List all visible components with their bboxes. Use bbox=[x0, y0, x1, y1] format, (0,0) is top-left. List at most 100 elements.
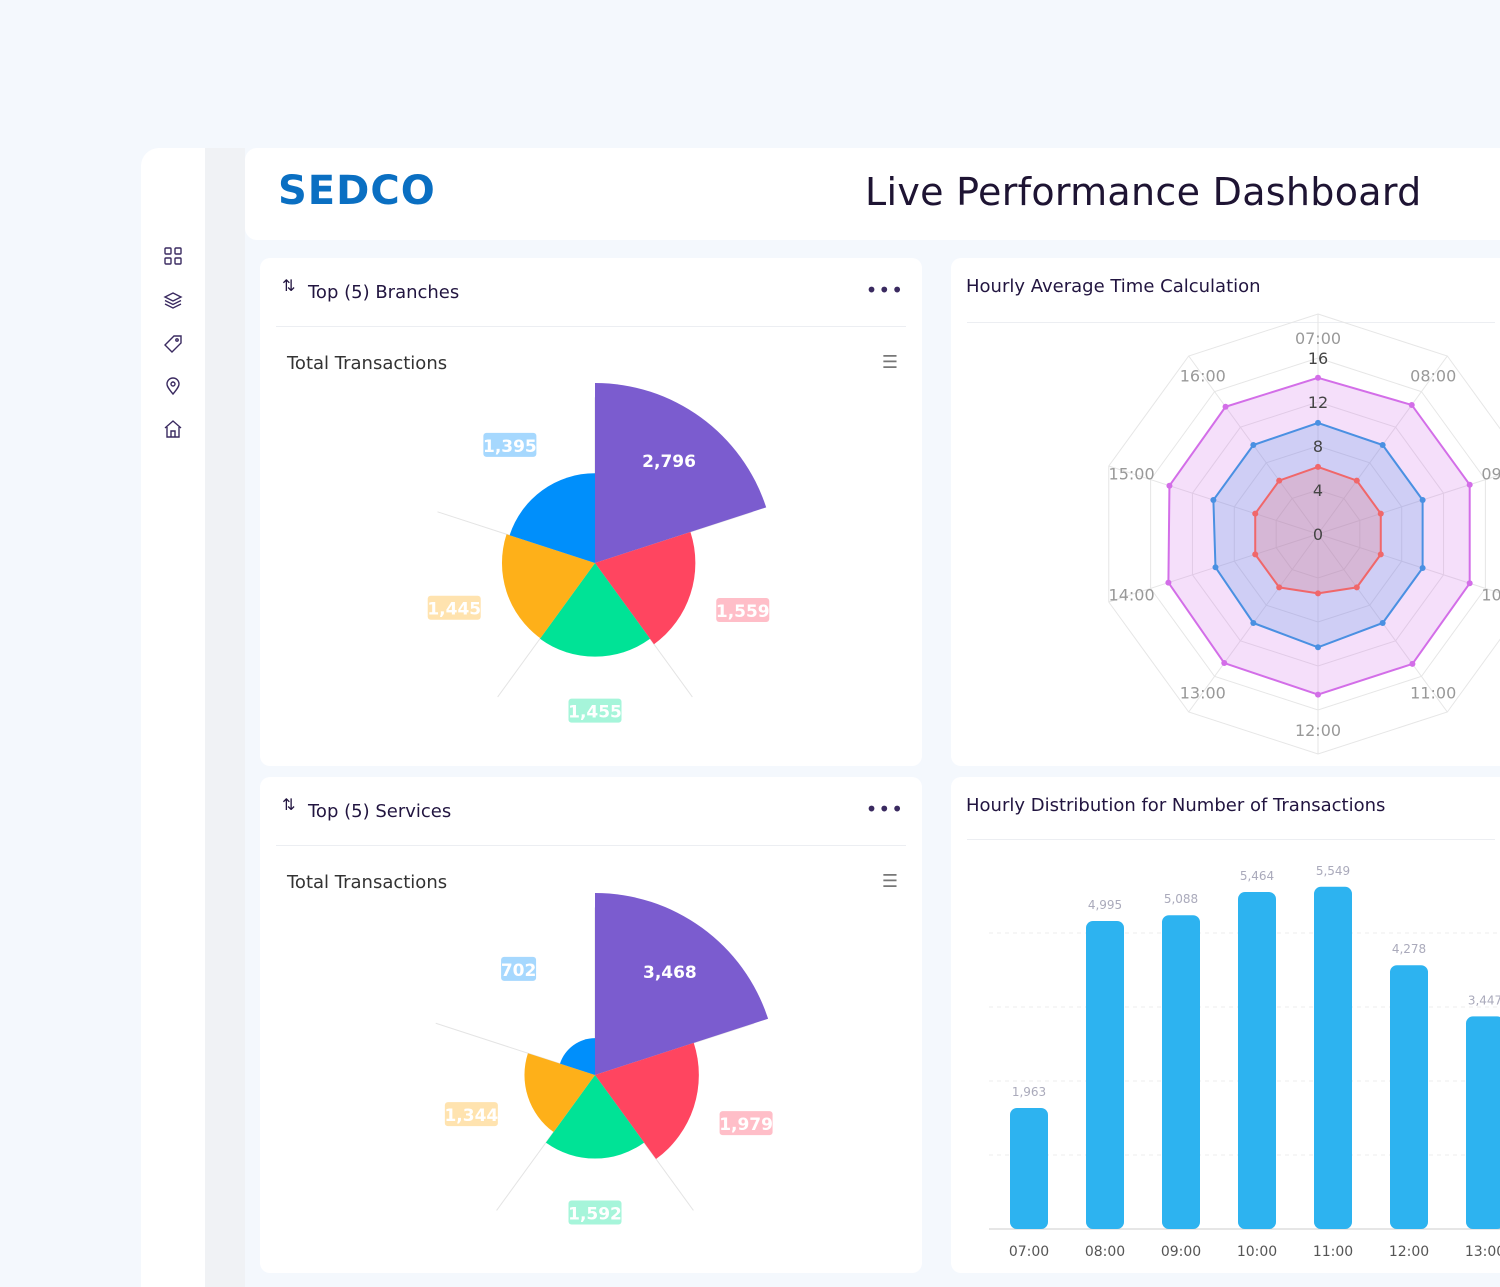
card-title: Top (5) Services bbox=[308, 801, 452, 822]
bar-value-label: 5,464 bbox=[1240, 869, 1274, 883]
bar bbox=[1162, 915, 1200, 1229]
data-label-bg bbox=[483, 432, 537, 457]
radar-point bbox=[1315, 644, 1321, 651]
bar bbox=[1466, 1016, 1500, 1229]
data-label-bg bbox=[501, 956, 537, 981]
radar-card: Hourly Average Time Calculation 07:00 08:… bbox=[951, 258, 1500, 766]
axis-label: 12:00 bbox=[1295, 721, 1341, 740]
data-label: 1,559 bbox=[716, 602, 770, 622]
home-icon[interactable] bbox=[163, 419, 183, 439]
bar bbox=[1390, 965, 1428, 1229]
axis-label: 07:00 bbox=[1295, 329, 1341, 348]
radar-point bbox=[1210, 497, 1217, 504]
location-icon[interactable] bbox=[163, 376, 183, 396]
radar-point bbox=[1166, 482, 1173, 489]
sort-icon[interactable]: ⇅ bbox=[282, 276, 296, 295]
axis-line bbox=[435, 1022, 596, 1076]
chart-subtitle: Total Transactions bbox=[287, 872, 448, 893]
radar-point bbox=[1315, 419, 1321, 426]
axis-label: 10:00 bbox=[1481, 586, 1500, 605]
bar-card: Hourly Distribution for Number of Transa… bbox=[951, 777, 1500, 1273]
data-label-bg bbox=[719, 1111, 773, 1136]
bar-value-label: 4,278 bbox=[1392, 942, 1426, 956]
radar-point bbox=[1315, 374, 1321, 381]
x-tick-label: 08:00 bbox=[1085, 1244, 1125, 1260]
polar-segment bbox=[559, 1038, 595, 1075]
x-tick-label: 11:00 bbox=[1313, 1244, 1353, 1260]
chart-subtitle: Total Transactions bbox=[287, 353, 448, 374]
divider bbox=[276, 845, 906, 846]
bar-chart: 1,963 07:00 4,995 08:00 5,088 09:00 5,464 10:00… bbox=[989, 864, 1500, 1260]
polar-segment bbox=[539, 563, 651, 657]
sort-icon[interactable]: ⇅ bbox=[282, 795, 296, 814]
x-tick-label: 09:00 bbox=[1161, 1244, 1201, 1260]
axis-label: 09:00 bbox=[1481, 464, 1500, 483]
axis-label: 13:00 bbox=[1180, 684, 1226, 703]
radar-point bbox=[1466, 580, 1473, 587]
data-label: 1,979 bbox=[719, 1115, 773, 1135]
axis-label: 16:00 bbox=[1180, 366, 1226, 385]
radar-point bbox=[1165, 579, 1172, 586]
tick-label: 0 bbox=[1313, 525, 1323, 544]
branches-polar-chart: 2,796 1,559 1,455 1,445 1,395 bbox=[427, 383, 770, 723]
radar-point bbox=[1377, 510, 1384, 517]
bar-value-label: 5,088 bbox=[1164, 892, 1198, 906]
axis-line bbox=[594, 1022, 755, 1076]
radar-point bbox=[1276, 584, 1283, 591]
data-label: 1,344 bbox=[444, 1106, 498, 1126]
radar-point bbox=[1315, 691, 1321, 698]
grid-icon[interactable] bbox=[163, 246, 183, 266]
x-tick-label: 07:00 bbox=[1009, 1244, 1049, 1260]
more-options-icon[interactable]: ••• bbox=[865, 278, 904, 302]
data-label-bg bbox=[444, 1102, 498, 1127]
axis-label: 14:00 bbox=[1109, 586, 1155, 605]
data-label: 1,445 bbox=[427, 600, 481, 620]
polar-segment bbox=[595, 383, 767, 563]
bar-value-label: 3,447 bbox=[1468, 993, 1500, 1007]
x-tick-label: 12:00 bbox=[1389, 1244, 1429, 1260]
axis-label: 15:00 bbox=[1109, 464, 1155, 483]
radar-point bbox=[1408, 401, 1415, 408]
data-label-bg bbox=[716, 598, 770, 623]
card-title: Top (5) Branches bbox=[308, 282, 460, 303]
tag-icon[interactable] bbox=[163, 334, 183, 354]
card-title: Hourly Average Time Calculation bbox=[966, 276, 1261, 297]
radar-point bbox=[1252, 510, 1259, 517]
bar-value-label: 4,995 bbox=[1088, 898, 1122, 912]
data-label-bg bbox=[568, 698, 622, 723]
more-options-icon[interactable]: ••• bbox=[865, 797, 904, 821]
chart-menu-icon[interactable]: ☰ bbox=[881, 352, 898, 373]
data-label: 2,796 bbox=[642, 452, 696, 472]
logo: SEDCO bbox=[278, 168, 436, 214]
data-label: 1,395 bbox=[483, 437, 537, 457]
branches-card: ⇅ Top (5) Branches ••• Total Transaction… bbox=[260, 258, 922, 766]
polar-segment bbox=[595, 893, 769, 1075]
bar bbox=[1086, 920, 1124, 1229]
chart-menu-icon[interactable]: ☰ bbox=[881, 871, 898, 892]
divider bbox=[967, 839, 1495, 840]
data-label: 702 bbox=[501, 961, 536, 981]
radar-point bbox=[1315, 590, 1321, 597]
polar-segment bbox=[595, 1042, 699, 1160]
tick-label: 16 bbox=[1308, 349, 1328, 368]
x-tick-label: 10:00 bbox=[1237, 1244, 1277, 1260]
polar-segment bbox=[595, 531, 696, 645]
polar-segment bbox=[509, 473, 595, 563]
radar-point bbox=[1379, 619, 1386, 626]
bar bbox=[1238, 892, 1276, 1229]
layers-icon[interactable] bbox=[163, 290, 183, 310]
bar bbox=[1314, 886, 1352, 1229]
data-label-bg bbox=[427, 595, 481, 620]
radar-chart: 07:00 08:00 09:00 10:00 11:00 12:00 13:00 14:00… bbox=[1108, 313, 1500, 755]
tick-label: 4 bbox=[1313, 481, 1323, 500]
polar-segment bbox=[545, 1075, 645, 1159]
tick-label: 12 bbox=[1308, 393, 1328, 412]
x-tick-label: 13:00 bbox=[1465, 1244, 1500, 1260]
data-label: 1,592 bbox=[568, 1205, 622, 1225]
radar-point bbox=[1377, 551, 1384, 558]
card-title: Hourly Distribution for Number of Transa… bbox=[966, 795, 1386, 816]
radar-point bbox=[1409, 660, 1416, 667]
data-label: 3,468 bbox=[643, 963, 697, 983]
axis-label: 08:00 bbox=[1410, 366, 1456, 385]
radar-point bbox=[1353, 477, 1360, 484]
